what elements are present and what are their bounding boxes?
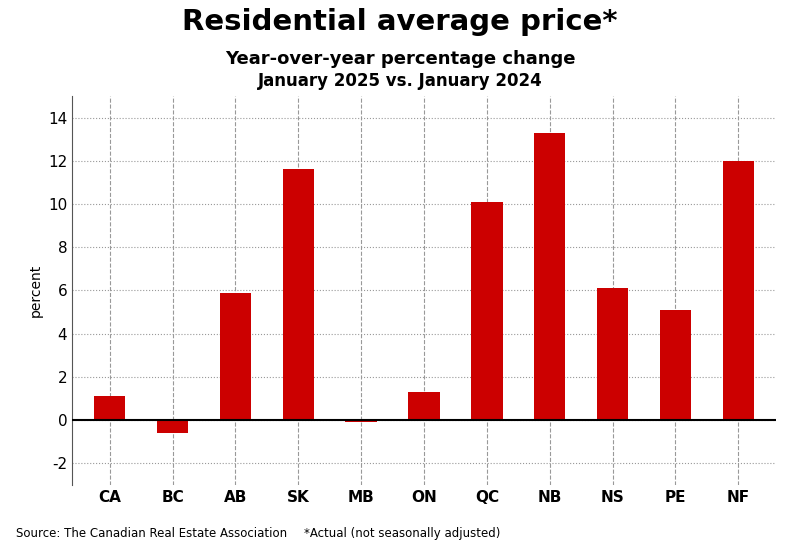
Bar: [597, 288, 628, 420]
Text: January 2025 vs. January 2024: January 2025 vs. January 2024: [258, 72, 542, 90]
Text: Year-over-year percentage change: Year-over-year percentage change: [225, 50, 575, 68]
Bar: [534, 133, 566, 420]
Bar: [408, 392, 440, 420]
Bar: [220, 293, 251, 420]
Bar: [157, 420, 188, 433]
Text: Source: The Canadian Real Estate Association: Source: The Canadian Real Estate Associa…: [16, 527, 287, 540]
Bar: [282, 169, 314, 420]
Text: Residential average price*: Residential average price*: [182, 8, 618, 36]
Bar: [660, 310, 691, 420]
Text: *Actual (not seasonally adjusted): *Actual (not seasonally adjusted): [304, 527, 500, 540]
Y-axis label: percent: percent: [28, 264, 42, 317]
Bar: [722, 161, 754, 420]
Bar: [471, 202, 502, 420]
Bar: [94, 396, 126, 420]
Bar: [346, 420, 377, 423]
